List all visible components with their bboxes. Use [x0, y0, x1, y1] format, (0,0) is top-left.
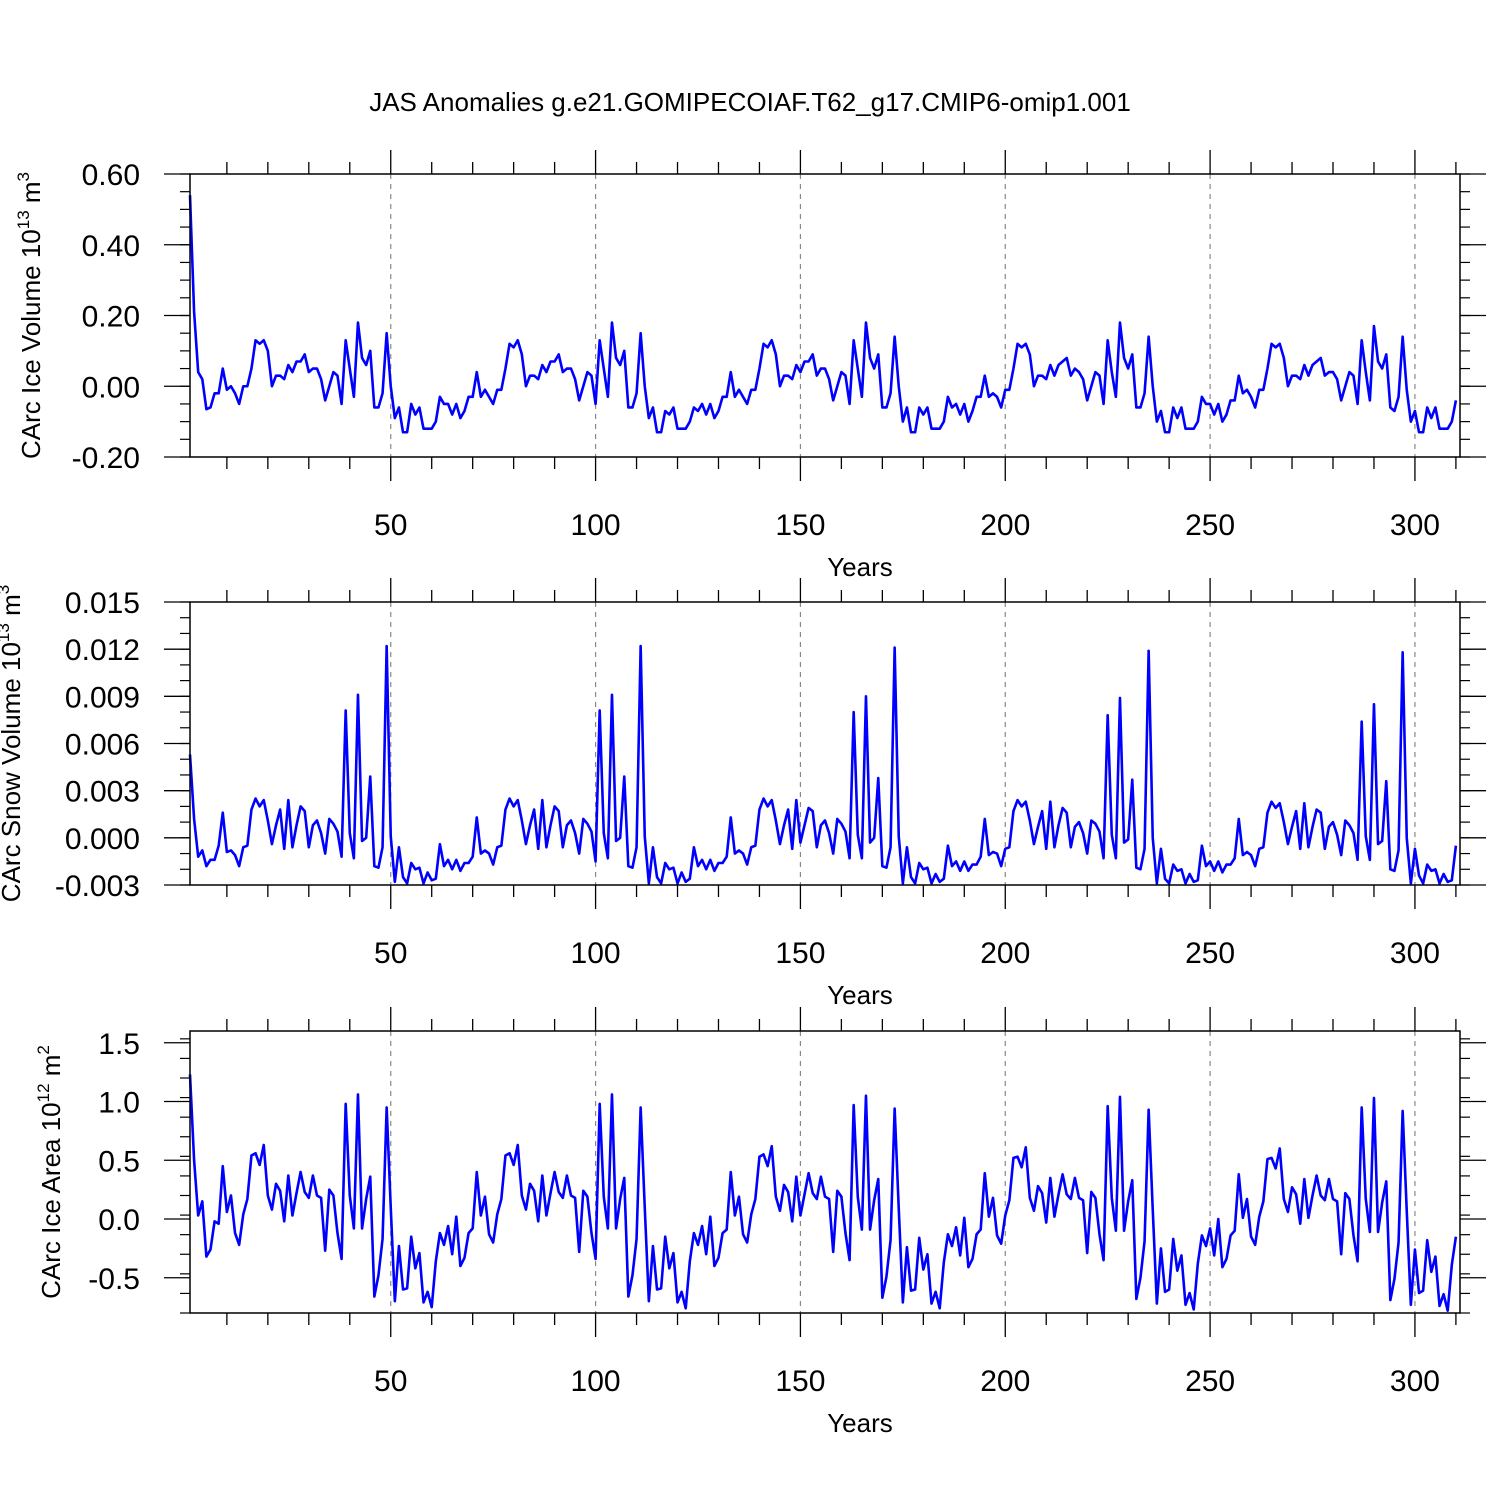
panel-1: 50 100 150 200 250 300 Years -0.20 0.00 0.20 0.40 0…: [14, 150, 1486, 582]
series-line: [188, 1074, 1458, 1312]
y-tick-label: 1.5: [98, 1028, 140, 1061]
x-tick-label: 200: [980, 937, 1030, 970]
y-axis-label: CArc Snow Volume 1013 m3: [0, 585, 26, 902]
x-tick-label: 250: [1185, 1365, 1235, 1398]
x-tick-label: 50: [374, 509, 407, 542]
y-axis-label-text: CArc Snow Volume 10: [0, 642, 26, 902]
panel-2: 50 100 150 200 250 300 Years -0.003 0.000 0.003 0.…: [0, 578, 1486, 1010]
y-tick-label: 0.003: [65, 776, 140, 809]
x-tick-label: 150: [775, 509, 825, 542]
x-tick-label: 300: [1390, 1365, 1440, 1398]
x-tick-label: 200: [980, 509, 1030, 542]
y-axis-label-exp: 13: [0, 623, 13, 642]
y-axis-label: CArc Ice Area 1012 m2: [34, 1045, 66, 1299]
y-tick-label: 0.40: [82, 230, 140, 263]
y-axis-label-unit: m: [36, 1055, 66, 1084]
x-axis-label: Years: [827, 552, 893, 582]
plot-frame: [189, 601, 1461, 886]
plot-frame: [189, 1030, 1461, 1314]
y-tick-label: -0.003: [55, 870, 140, 903]
y-axis-label-text: CArc Ice Area 10: [36, 1102, 66, 1299]
y-tick-label: 0.009: [65, 681, 140, 714]
x-tick-label: 100: [571, 937, 621, 970]
y-tick-label: -0.5: [88, 1263, 140, 1296]
y-tick-label: 0.012: [65, 634, 140, 667]
series-line: [188, 195, 1458, 434]
y-tick-label: 1.0: [98, 1087, 140, 1120]
y-tick-label: 0.0: [98, 1204, 140, 1237]
y-tick-label: 0.000: [65, 823, 140, 856]
y-axis-label-unit: m: [16, 181, 46, 210]
x-tick-label: 200: [980, 1365, 1030, 1398]
y-axis-label-unit-exp: 3: [0, 585, 13, 594]
plot-frame: [189, 173, 1461, 458]
x-tick-label: 300: [1390, 937, 1440, 970]
y-tick-label: 0.5: [98, 1145, 140, 1178]
y-axis-label-unit: m: [0, 594, 26, 623]
x-tick-label: 50: [374, 937, 407, 970]
x-axis-label: Years: [827, 980, 893, 1010]
panel-3: 50 100 150 200 250 300 Years -0.5 0.0 0.5 1.0 1.5 CA…: [34, 1007, 1486, 1438]
y-tick-label: 0.20: [82, 301, 140, 334]
x-tick-label: 250: [1185, 509, 1235, 542]
y-axis-label: CArc Ice Volume 1013 m3: [14, 172, 46, 459]
x-tick-label: 50: [374, 1365, 407, 1398]
series-line: [188, 644, 1458, 885]
y-axis-label-exp: 12: [34, 1083, 53, 1102]
y-axis-label-unit-exp: 3: [14, 172, 33, 181]
x-tick-label: 300: [1390, 509, 1440, 542]
y-axis-label-text: CArc Ice Volume 10: [16, 229, 46, 459]
y-tick-label: 0.60: [82, 159, 140, 192]
x-tick-label: 150: [775, 937, 825, 970]
x-tick-label: 250: [1185, 937, 1235, 970]
panels: 50 100 150 200 250 300Years-0.200.000.200.400…: [0, 150, 1486, 1438]
y-tick-label: -0.20: [72, 442, 140, 475]
y-tick-label: 0.00: [82, 371, 140, 404]
x-axis-label: Years: [827, 1408, 893, 1438]
y-axis-label-exp: 13: [14, 210, 33, 229]
y-axis-label-unit-exp: 2: [34, 1045, 53, 1054]
y-tick-label: 0.015: [65, 587, 140, 620]
x-tick-label: 100: [571, 509, 621, 542]
x-tick-label: 150: [775, 1365, 825, 1398]
y-tick-label: 0.006: [65, 729, 140, 762]
chart-title: JAS Anomalies g.e21.GOMIPECOIAF.T62_g17.…: [369, 87, 1131, 117]
x-tick-label: 100: [571, 1365, 621, 1398]
